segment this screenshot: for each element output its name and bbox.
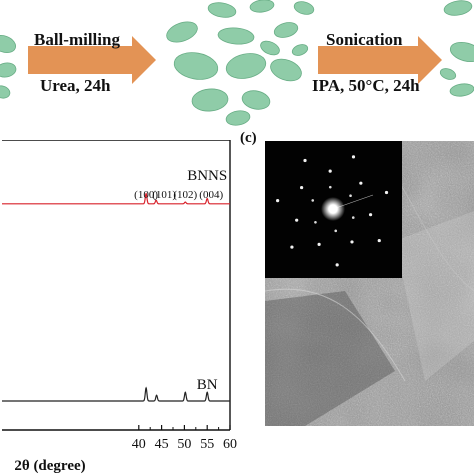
diffraction-spot — [276, 199, 280, 203]
flake — [241, 90, 271, 110]
series-line-bnns — [2, 192, 230, 205]
flake — [260, 40, 280, 56]
flake — [191, 88, 229, 112]
xrd-chart: 40 45 50 55 60 2θ (degree) BNNS (100)(101)(102)… — [2, 140, 237, 474]
ball-milling-label: Ball-milling — [34, 30, 120, 49]
x-tick-label: 45 — [155, 437, 169, 452]
flake — [293, 1, 315, 15]
bulk-bn-flakes — [0, 35, 17, 99]
flake — [0, 35, 17, 53]
diffraction-spot — [311, 199, 315, 202]
sonication-arrow — [318, 36, 442, 84]
diffraction-spot — [300, 185, 304, 190]
series-line-bn — [2, 386, 230, 402]
sonication-label: Sonication — [326, 30, 403, 49]
tem-image — [265, 141, 474, 426]
flake — [270, 58, 302, 82]
series-label-bn: BN — [197, 377, 218, 393]
urea-label: Urea, 24h — [40, 76, 111, 95]
flake — [0, 62, 17, 78]
peak-label: (004) — [199, 189, 223, 201]
ipa-label: IPA, 50°C, 24h — [312, 76, 420, 95]
flake — [0, 85, 11, 99]
diffraction-spot — [351, 155, 356, 159]
flake — [273, 22, 299, 38]
x-tick-label: 40 — [132, 437, 146, 452]
diffraction-spot — [317, 242, 321, 246]
flake — [439, 68, 457, 80]
ball-milling-arrow — [28, 36, 156, 84]
flake — [207, 2, 237, 18]
diffraction-spot — [290, 245, 294, 249]
flake — [449, 83, 474, 97]
flake — [217, 27, 255, 45]
x-tick-label: 55 — [200, 437, 214, 452]
diffraction-spot — [350, 240, 354, 244]
diffraction-spot — [368, 213, 373, 217]
x-tick-label: 60 — [223, 437, 237, 452]
diffraction-spot — [328, 185, 332, 189]
diffraction-spot — [328, 169, 332, 173]
panel-c-label: (c) — [240, 130, 257, 146]
series-label-bnns: BNNS — [187, 168, 227, 184]
flake — [291, 44, 309, 56]
diffraction-spot — [314, 220, 317, 224]
diffraction-spot — [295, 218, 299, 222]
x-axis-label: 2θ (degree) — [14, 458, 85, 474]
diffraction-spot — [384, 190, 389, 195]
beam-streak — [332, 194, 374, 210]
bnns-flakes — [439, 0, 474, 97]
diffraction-spot — [351, 216, 355, 219]
peak-label: (101) — [152, 189, 176, 201]
diffraction-spot — [377, 238, 381, 243]
flake — [166, 21, 198, 43]
ball-milled-flakes — [166, 0, 315, 126]
flake — [249, 0, 275, 13]
flake — [449, 41, 474, 63]
flake — [443, 0, 473, 16]
flake — [225, 110, 251, 126]
exfoliation-scheme — [0, 0, 474, 126]
peak-label: (100) — [134, 189, 158, 201]
diffraction-spot — [335, 263, 339, 267]
x-tick-label: 50 — [177, 437, 191, 452]
diffraction-spot — [334, 229, 338, 233]
flake — [225, 53, 267, 79]
peak-label: (102) — [173, 189, 197, 201]
diffraction-spot — [349, 194, 352, 198]
saed-pattern — [276, 155, 389, 267]
diffraction-spot — [303, 158, 307, 163]
saed-pattern-inset — [265, 141, 402, 278]
diffraction-spot — [359, 181, 363, 185]
flake — [173, 52, 219, 80]
